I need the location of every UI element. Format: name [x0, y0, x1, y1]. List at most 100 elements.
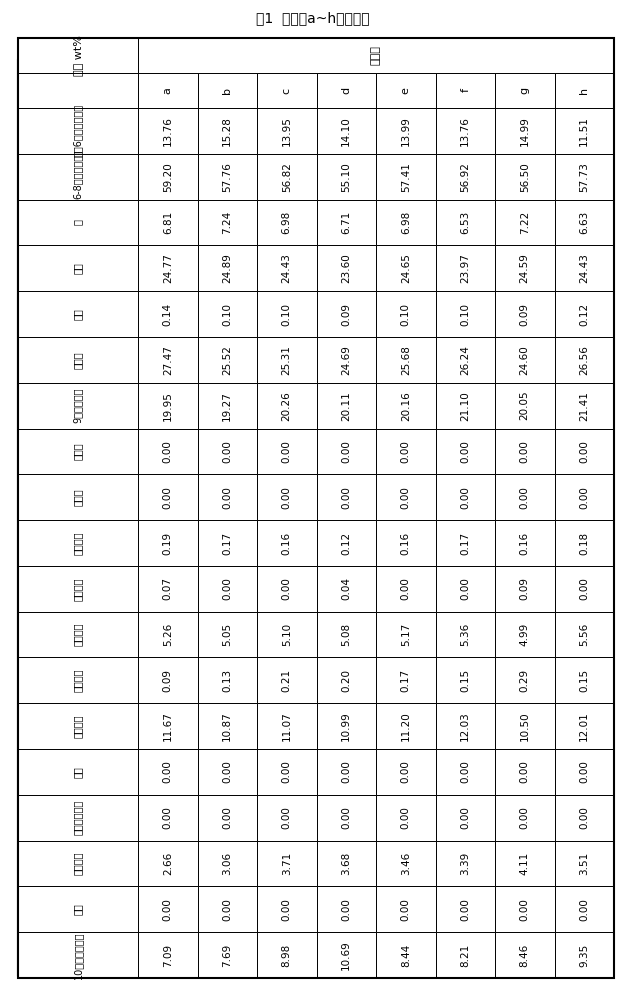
Bar	[376, 245, 436, 291]
Text: 间甲乙苯: 间甲乙苯	[73, 531, 83, 555]
Text: 0.00: 0.00	[163, 440, 173, 463]
Bar	[317, 841, 376, 886]
Bar	[18, 612, 138, 657]
Text: 7.69: 7.69	[222, 943, 232, 967]
Bar	[436, 154, 495, 200]
Bar	[376, 566, 436, 612]
Bar	[317, 108, 376, 154]
Text: 茌满: 茌满	[73, 903, 83, 915]
Text: 0.00: 0.00	[341, 806, 351, 829]
Bar	[555, 108, 614, 154]
Text: 0.00: 0.00	[341, 440, 351, 463]
Bar	[555, 932, 614, 978]
Text: 0.09: 0.09	[520, 303, 530, 326]
Bar	[376, 749, 436, 795]
Text: 10.50: 10.50	[520, 711, 530, 741]
Bar	[138, 795, 197, 841]
Bar	[138, 841, 197, 886]
Text: 0.00: 0.00	[401, 806, 411, 829]
Text: 57.76: 57.76	[222, 162, 232, 192]
Bar	[138, 245, 197, 291]
Bar	[495, 932, 555, 978]
Bar	[138, 337, 197, 383]
Text: 连三甲苯: 连三甲苯	[73, 852, 83, 875]
Text: 组成 wt%: 组成 wt%	[73, 35, 83, 76]
Bar	[376, 383, 436, 429]
Bar	[18, 703, 138, 749]
Bar	[18, 291, 138, 337]
Text: 0.00: 0.00	[222, 806, 232, 829]
Bar	[436, 383, 495, 429]
Text: 7.22: 7.22	[520, 211, 530, 234]
Text: 5.08: 5.08	[341, 623, 351, 646]
Text: 0.00: 0.00	[282, 577, 292, 600]
Bar	[495, 337, 555, 383]
Text: 24.59: 24.59	[520, 253, 530, 283]
Text: 0.00: 0.00	[579, 440, 589, 463]
Text: 13.95: 13.95	[282, 116, 292, 146]
Bar	[257, 749, 317, 795]
Bar	[376, 474, 436, 520]
Text: 0.00: 0.00	[222, 761, 232, 783]
Bar	[197, 154, 257, 200]
Bar	[317, 612, 376, 657]
Text: 0.00: 0.00	[282, 761, 292, 783]
Bar	[317, 520, 376, 566]
Text: 6.53: 6.53	[460, 211, 470, 234]
Text: 0.00: 0.00	[222, 577, 232, 600]
Text: 27.47: 27.47	[163, 345, 173, 375]
Bar	[197, 291, 257, 337]
Text: 0.00: 0.00	[579, 806, 589, 829]
Bar	[317, 657, 376, 703]
Bar	[495, 200, 555, 245]
Bar	[18, 749, 138, 795]
Text: 9.35: 9.35	[579, 943, 589, 967]
Text: 0.00: 0.00	[460, 761, 470, 783]
Text: 11.07: 11.07	[282, 711, 292, 741]
Bar	[257, 520, 317, 566]
Bar	[436, 429, 495, 474]
Text: 6.71: 6.71	[341, 211, 351, 234]
Text: 11.67: 11.67	[163, 711, 173, 741]
Bar	[18, 245, 138, 291]
Text: 6.63: 6.63	[579, 211, 589, 234]
Bar	[257, 841, 317, 886]
Text: 0.16: 0.16	[520, 531, 530, 555]
Bar	[138, 429, 197, 474]
Bar	[555, 703, 614, 749]
Bar	[257, 73, 317, 108]
Bar	[495, 841, 555, 886]
Bar	[555, 566, 614, 612]
Bar	[436, 612, 495, 657]
Text: 0.29: 0.29	[520, 669, 530, 692]
Bar	[555, 200, 614, 245]
Text: 0.00: 0.00	[520, 806, 530, 829]
Bar	[18, 657, 138, 703]
Text: 14.10: 14.10	[341, 116, 351, 146]
Bar	[138, 703, 197, 749]
Text: 11.51: 11.51	[579, 116, 589, 146]
Bar	[317, 474, 376, 520]
Bar	[376, 200, 436, 245]
Bar	[18, 932, 138, 978]
Bar	[197, 566, 257, 612]
Bar	[18, 73, 138, 108]
Text: 均三甲苯: 均三甲苯	[73, 623, 83, 646]
Bar	[18, 38, 138, 73]
Text: 0.00: 0.00	[163, 761, 173, 783]
Text: 0.00: 0.00	[401, 577, 411, 600]
Text: 0.10: 0.10	[460, 303, 470, 326]
Text: 0.00: 0.00	[222, 440, 232, 463]
Text: 0.00: 0.00	[460, 577, 470, 600]
Bar	[257, 200, 317, 245]
Text: 0.19: 0.19	[163, 531, 173, 555]
Text: 0.12: 0.12	[341, 531, 351, 555]
Text: 0.00: 0.00	[163, 486, 173, 509]
Bar	[257, 795, 317, 841]
Bar	[555, 383, 614, 429]
Bar	[555, 520, 614, 566]
Bar	[436, 520, 495, 566]
Bar	[138, 657, 197, 703]
Text: 0.00: 0.00	[401, 440, 411, 463]
Bar	[555, 337, 614, 383]
